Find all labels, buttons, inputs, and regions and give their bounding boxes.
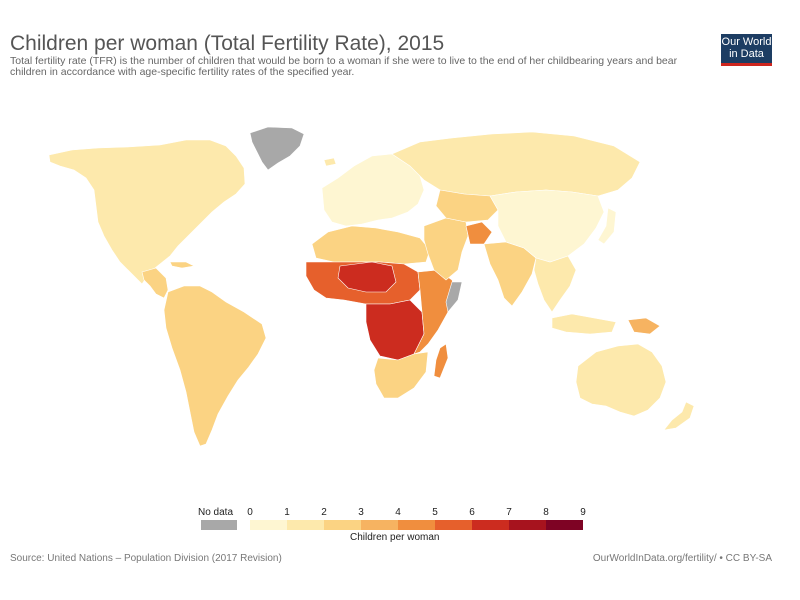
legend-bin-1[interactable] [287, 520, 324, 530]
legend-tick-6: 6 [469, 507, 475, 518]
region-north-africa[interactable] [311, 225, 431, 265]
credit-link[interactable]: OurWorldInData.org/fertility/ • CC BY-SA [592, 553, 772, 564]
region-europe[interactable] [321, 153, 425, 227]
region-somalia[interactable] [445, 281, 463, 313]
legend-bin-2[interactable] [324, 520, 361, 530]
chart-subtitle: Total fertility rate (TFR) is the number… [10, 55, 678, 78]
legend-bin-5[interactable] [435, 520, 472, 530]
legend-bin-4[interactable] [398, 520, 435, 530]
region-greenland[interactable] [249, 126, 305, 171]
legend-title: Children per woman [350, 532, 440, 543]
region-north-america[interactable] [48, 139, 246, 285]
legend-color-scale [250, 520, 583, 530]
legend-tick-0: 0 [247, 507, 253, 518]
legend-tick-7: 7 [506, 507, 512, 518]
region-central-america[interactable] [141, 267, 169, 299]
logo-line-2: in Data [729, 48, 764, 60]
region-south-america[interactable] [163, 285, 267, 447]
region-southern-africa[interactable] [373, 351, 429, 399]
region-niger[interactable] [337, 261, 397, 293]
region-russia[interactable] [391, 131, 641, 197]
legend-tick-9: 9 [580, 507, 586, 518]
legend-bin-6[interactable] [472, 520, 509, 530]
legend-tick-2: 2 [321, 507, 327, 518]
legend-tick-8: 8 [543, 507, 549, 518]
region-madagascar[interactable] [433, 343, 449, 379]
region-new-zealand[interactable] [663, 401, 695, 431]
legend-no-data-label: No data [198, 507, 234, 518]
source-note: Source: United Nations – Population Divi… [10, 553, 282, 564]
region-papua-new-guinea[interactable] [627, 317, 661, 335]
legend-tick-4: 4 [395, 507, 401, 518]
legend-bin-7[interactable] [509, 520, 546, 530]
chart-title: Children per woman (Total Fertility Rate… [10, 32, 445, 55]
region-afghanistan[interactable] [465, 221, 493, 245]
region-japan[interactable] [597, 207, 617, 245]
legend-bin-3[interactable] [361, 520, 398, 530]
region-east-africa[interactable] [413, 269, 457, 355]
legend-bin-0[interactable] [250, 520, 287, 530]
region-central-asia[interactable] [435, 189, 499, 223]
legend-bin-8[interactable] [546, 520, 583, 530]
region-southeast-asia[interactable] [533, 255, 577, 313]
region-iceland[interactable] [323, 157, 337, 167]
logo-line-1: Our World [721, 36, 772, 48]
legend-tick-1: 1 [284, 507, 290, 518]
owid-logo[interactable]: Our World in Data [721, 34, 772, 66]
region-australia[interactable] [575, 343, 667, 417]
region-east-asia[interactable] [489, 189, 605, 263]
legend-no-data-swatch [201, 520, 237, 530]
region-caribbean[interactable] [169, 261, 195, 269]
region-indonesia[interactable] [551, 313, 617, 335]
legend-tick-5: 5 [432, 507, 438, 518]
legend-tick-3: 3 [358, 507, 364, 518]
